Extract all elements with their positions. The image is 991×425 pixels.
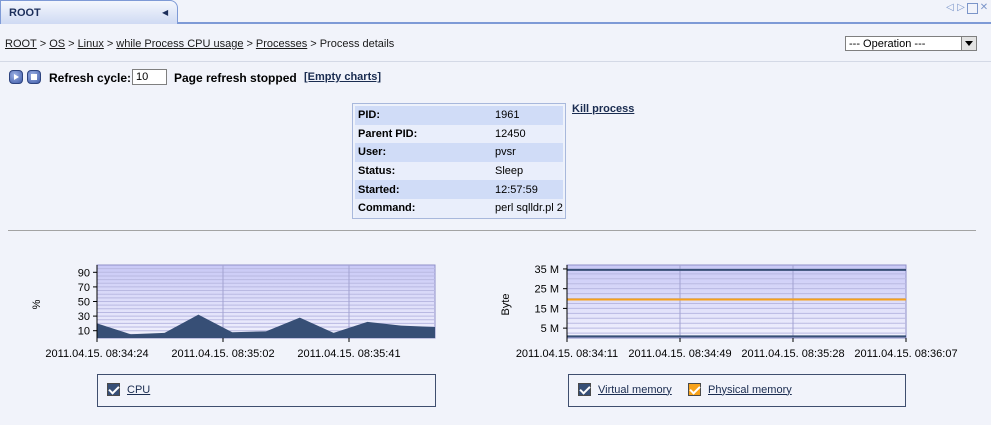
legend-item-cpu[interactable]: CPU	[107, 383, 150, 396]
kill-process-link[interactable]: Kill process	[572, 103, 635, 115]
x-tick-label: 2011.04.15. 08:35:28	[741, 348, 844, 360]
x-tick-label: 2011.04.15. 08:34:11	[516, 348, 618, 360]
legend-item-physical-memory[interactable]: Physical memory	[688, 383, 792, 396]
operation-select-value: --- Operation ---	[849, 38, 926, 50]
checkbox-virtual-memory[interactable]	[578, 383, 591, 396]
stop-button[interactable]	[27, 70, 41, 84]
table-row: PID: 1961	[355, 106, 563, 125]
maximize-icon[interactable]	[967, 3, 978, 14]
y-tick-label: 5 M	[541, 323, 559, 335]
y-tick-label: 35 M	[535, 264, 559, 276]
next-icon[interactable]: ▷	[957, 2, 965, 13]
chevron-down-icon[interactable]	[961, 37, 976, 50]
breadcrumb-linux[interactable]: Linux	[77, 38, 104, 50]
x-tick-label: 2011.04.15. 08:36:07	[854, 348, 957, 360]
x-tick-label: 2011.04.15. 08:35:41	[297, 348, 400, 360]
y-axis-label: %	[31, 299, 43, 309]
y-tick-label: 90	[78, 267, 90, 279]
divider	[0, 61, 991, 62]
breadcrumb-processes[interactable]: Processes	[255, 38, 308, 50]
tab-title: ROOT	[9, 7, 41, 19]
y-tick-label: 10	[78, 326, 90, 338]
window-controls: ◁ ▷ ✕	[945, 1, 989, 15]
process-details-table: PID: 1961 Parent PID: 12450 User: pvsr Stat…	[352, 103, 566, 219]
tab-root[interactable]: ROOT ◀	[0, 0, 178, 24]
table-row: User: pvsr	[355, 143, 563, 162]
table-row: Started: 12:57:59	[355, 180, 563, 199]
table-row: Parent PID: 12450	[355, 124, 563, 144]
plot-area	[566, 264, 907, 339]
y-tick-label: 15 M	[535, 303, 559, 315]
legend-label-virtual-memory[interactable]: Virtual memory	[598, 383, 672, 396]
empty-charts-link[interactable]: [Empty charts]	[304, 71, 382, 83]
y-tick-label: 25 M	[535, 284, 559, 296]
breadcrumb-current: Process details	[319, 38, 395, 50]
cpu-area-series	[97, 314, 435, 338]
y-tick-label: 30	[78, 311, 90, 323]
operation-select[interactable]: --- Operation ---	[845, 36, 977, 51]
table-row: Status: Sleep	[355, 161, 563, 181]
breadcrumb-os[interactable]: OS	[49, 38, 66, 50]
x-tick-label: 2011.04.15. 08:35:02	[171, 348, 274, 360]
close-icon[interactable]: ✕	[979, 2, 989, 13]
breadcrumb-root[interactable]: ROOT	[5, 38, 37, 50]
refresh-cycle-label: Refresh cycle:	[49, 71, 132, 85]
legend-label-physical-memory[interactable]: Physical memory	[708, 383, 792, 396]
legend-label-cpu[interactable]: CPU	[127, 383, 151, 396]
tab-collapse-icon[interactable]: ◀	[162, 8, 169, 17]
breadcrumb: ROOT > OS > Linux > while Process CPU usage > Pr…	[5, 38, 395, 50]
refresh-status: Page refresh stopped	[174, 71, 297, 85]
prev-icon[interactable]: ◁	[946, 2, 954, 13]
checkbox-physical-memory[interactable]	[688, 383, 701, 396]
play-button[interactable]	[9, 70, 23, 84]
checkbox-cpu[interactable]	[107, 383, 120, 396]
table-row: Command: perl sqlldr.pl 2	[355, 198, 563, 218]
cpu-chart: 10 30 50 70 90% 2011.04.15. 08:34:24 2011.04.1…	[31, 264, 436, 360]
memory-legend: Virtual memory Physical memory	[568, 374, 906, 407]
divider	[8, 230, 976, 231]
x-tick-label: 2011.04.15. 08:34:24	[45, 348, 148, 360]
y-tick-label: 70	[78, 282, 90, 294]
refresh-cycle-input[interactable]	[132, 69, 167, 85]
x-tick-label: 2011.04.15. 08:34:49	[628, 348, 731, 360]
memory-chart: 5 M 15 M 25 M 35 M Byte 2011.04.15. 08:34:11 2…	[500, 264, 958, 360]
y-tick-label: 50	[78, 297, 90, 309]
y-axis-label: Byte	[500, 293, 512, 315]
legend-item-virtual-memory[interactable]: Virtual memory	[578, 383, 672, 396]
cpu-legend: CPU	[97, 374, 436, 407]
breadcrumb-process-cpu[interactable]: while Process CPU usage	[116, 38, 244, 50]
tab-bar: ROOT ◀ ◁ ▷ ✕	[0, 0, 991, 24]
